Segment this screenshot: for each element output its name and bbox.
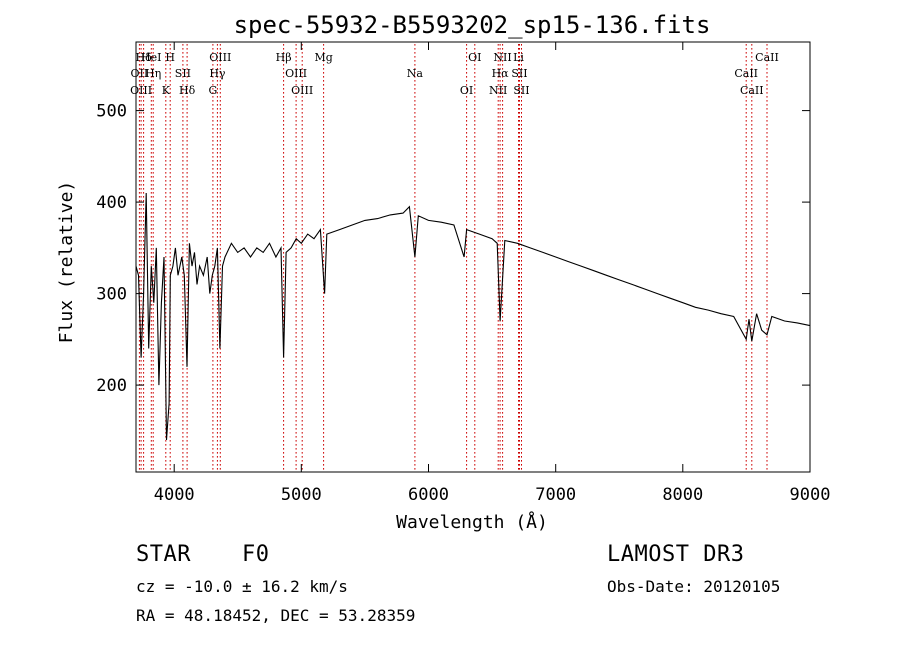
spectral-line-label: OIII [209, 51, 231, 64]
survey-name: LAMOST DR3 [607, 542, 745, 567]
y-tick-label: 500 [96, 102, 127, 122]
spectral-line-label: Mg [314, 51, 332, 64]
x-tick-label: 7000 [535, 485, 576, 505]
spectral-line-label: Hδ [179, 84, 196, 97]
x-tick-label: 4000 [154, 485, 195, 505]
obs-date: Obs-Date: 20120105 [607, 577, 781, 596]
spectrum-series [135, 192, 811, 441]
cz-value: cz = -10.0 ± 16.2 km/s [136, 577, 348, 596]
spectral-line-label: G [209, 84, 218, 97]
series-layer [135, 192, 811, 441]
object-type: STAR [136, 542, 191, 567]
spectral-line-label: OII [131, 67, 149, 80]
spectral-line-labels: HδOIIOIIIHeIHηKHSIIHδOIIIHγGHβOIIIOIIIMg… [130, 51, 779, 97]
plot-frame [135, 41, 811, 473]
spectral-line-label: OI [460, 84, 473, 97]
x-tick-label: 9000 [790, 485, 831, 505]
spectral-line-label: Hδ [135, 51, 152, 64]
x-axis-ticks: 4000 5000 6000 7000 8000 9000 [154, 42, 831, 505]
spectral-line-label: OIII [285, 67, 307, 80]
y-axis-ticks: 200 300 400 500 [96, 102, 810, 396]
chart-title: spec-55932-B5593202_sp15-136.fits [234, 11, 711, 39]
spectral-line-label: K [162, 84, 171, 97]
spectral-line-label: HeI [141, 51, 161, 64]
x-axis-label: Wavelength (Å) [396, 511, 548, 533]
spectral-line-label: SII [175, 67, 191, 80]
coordinates: RA = 48.18452, DEC = 53.28359 [136, 606, 416, 625]
y-tick-label: 200 [96, 376, 127, 396]
spectral-line-label: SII [511, 67, 527, 80]
spectral-line-label: CaII [740, 84, 764, 97]
y-axis-label: Flux (relative) [56, 181, 77, 344]
spectral-line-label: Hα [492, 67, 510, 80]
y-tick-label: 400 [96, 193, 127, 213]
spectral-line-label: CaII [755, 51, 779, 64]
spectral-line-markers [138, 44, 768, 472]
spectral-line-label: OIII [291, 84, 313, 97]
spectral-line-label: Li [513, 51, 524, 64]
spectral-line-label: OI [468, 51, 481, 64]
x-tick-label: 6000 [408, 485, 449, 505]
spectral-line-label: OIII [130, 84, 152, 97]
spectral-line-label: Hβ [276, 51, 292, 64]
x-tick-label: 5000 [281, 485, 322, 505]
y-tick-label: 300 [96, 285, 127, 305]
object-subclass: F0 [242, 542, 270, 567]
spectral-line-label: Na [407, 67, 424, 80]
spectral-line-label: NII [493, 51, 511, 64]
x-tick-label: 8000 [662, 485, 703, 505]
spectral-line-label: Hη [145, 67, 161, 80]
spectral-line-label: NII [489, 84, 507, 97]
spectral-line-label: H [165, 51, 175, 64]
spectral-line-label: SII [513, 84, 529, 97]
spectral-line-label: Hγ [209, 67, 226, 80]
spectral-line-label: CaII [734, 67, 758, 80]
